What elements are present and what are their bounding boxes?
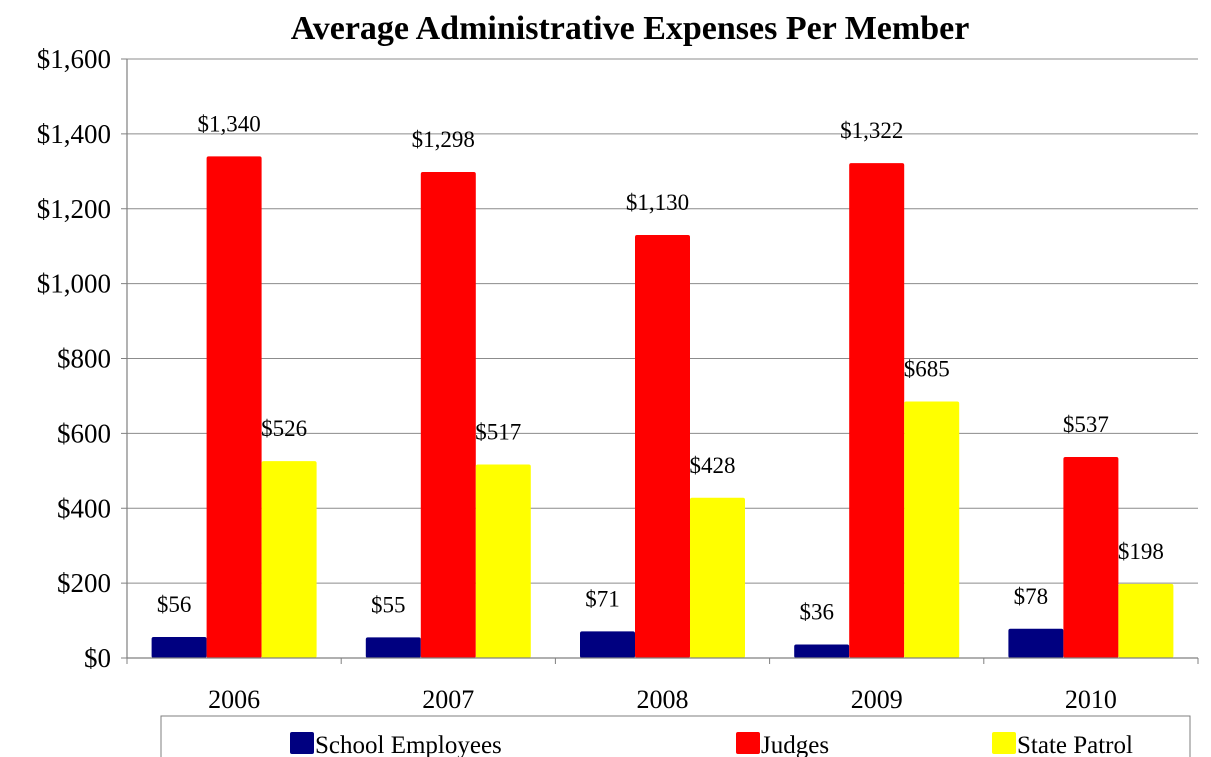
- bar: [475, 464, 531, 658]
- data-label: $36: [799, 600, 834, 625]
- y-tick-label: $400: [57, 493, 111, 523]
- data-label: $1,298: [412, 127, 475, 152]
- y-tick-label: $800: [57, 344, 111, 374]
- bar: [365, 637, 421, 658]
- y-tick-label: $1,600: [37, 44, 111, 74]
- bar: [794, 644, 850, 658]
- bar: [849, 163, 905, 659]
- y-tick-label: $600: [57, 418, 111, 448]
- legend-swatch: [992, 732, 1016, 754]
- data-label: $1,340: [197, 111, 260, 136]
- bar: [1008, 628, 1064, 658]
- bar: [690, 497, 745, 658]
- chart-title: Average Administrative Expenses Per Memb…: [291, 10, 970, 47]
- bar: [1063, 456, 1119, 658]
- data-label: $526: [261, 416, 307, 441]
- y-tick-label: $0: [84, 643, 111, 673]
- legend-label: Judges: [761, 732, 829, 757]
- bar: [206, 156, 262, 658]
- data-label: $1,130: [626, 190, 689, 215]
- bar: [261, 461, 317, 658]
- x-tick-label: 2010: [1065, 685, 1117, 714]
- legend-swatch: [290, 732, 314, 754]
- y-tick-label: $1,000: [37, 269, 111, 299]
- legend: School Employees Judges State Patrol: [160, 715, 1191, 757]
- data-label: $428: [690, 453, 736, 478]
- bar: [151, 637, 207, 658]
- y-tick-label: $1,400: [37, 119, 111, 149]
- legend-swatch: [736, 732, 760, 754]
- bar: [904, 401, 960, 658]
- data-label: $198: [1118, 539, 1164, 564]
- legend-label: School Employees: [315, 732, 502, 757]
- bar: [420, 172, 476, 658]
- x-tick-label: 2009: [851, 685, 903, 714]
- x-tick-label: 2007: [422, 685, 474, 714]
- legend-box: [160, 715, 1191, 757]
- data-labels-group: $56 $1,340 $526 $55 $1,298 $517 $71 $1,130 $428 $…: [157, 111, 1164, 624]
- data-label: $685: [904, 357, 950, 382]
- data-label: $56: [157, 592, 192, 617]
- bars-group: [151, 156, 1174, 659]
- bar: [635, 234, 690, 659]
- x-tick-label: 2008: [637, 685, 689, 714]
- y-tick-label: $1,200: [37, 194, 111, 224]
- y-tick-label: $200: [57, 568, 111, 598]
- data-label: $78: [1014, 584, 1049, 609]
- data-label: $71: [585, 586, 620, 611]
- data-label: $55: [371, 592, 406, 617]
- x-tick-label: 2006: [208, 685, 260, 714]
- data-label: $517: [475, 419, 521, 444]
- axes-group: $0 $200 $400 $600 $800 $1,000 $1,200 $1,400 $1,6…: [37, 44, 1199, 714]
- data-label: $1,322: [840, 118, 903, 143]
- data-label: $537: [1063, 412, 1109, 437]
- bar: [1118, 583, 1174, 658]
- legend-label: State Patrol: [1017, 732, 1133, 757]
- bar: [580, 631, 635, 658]
